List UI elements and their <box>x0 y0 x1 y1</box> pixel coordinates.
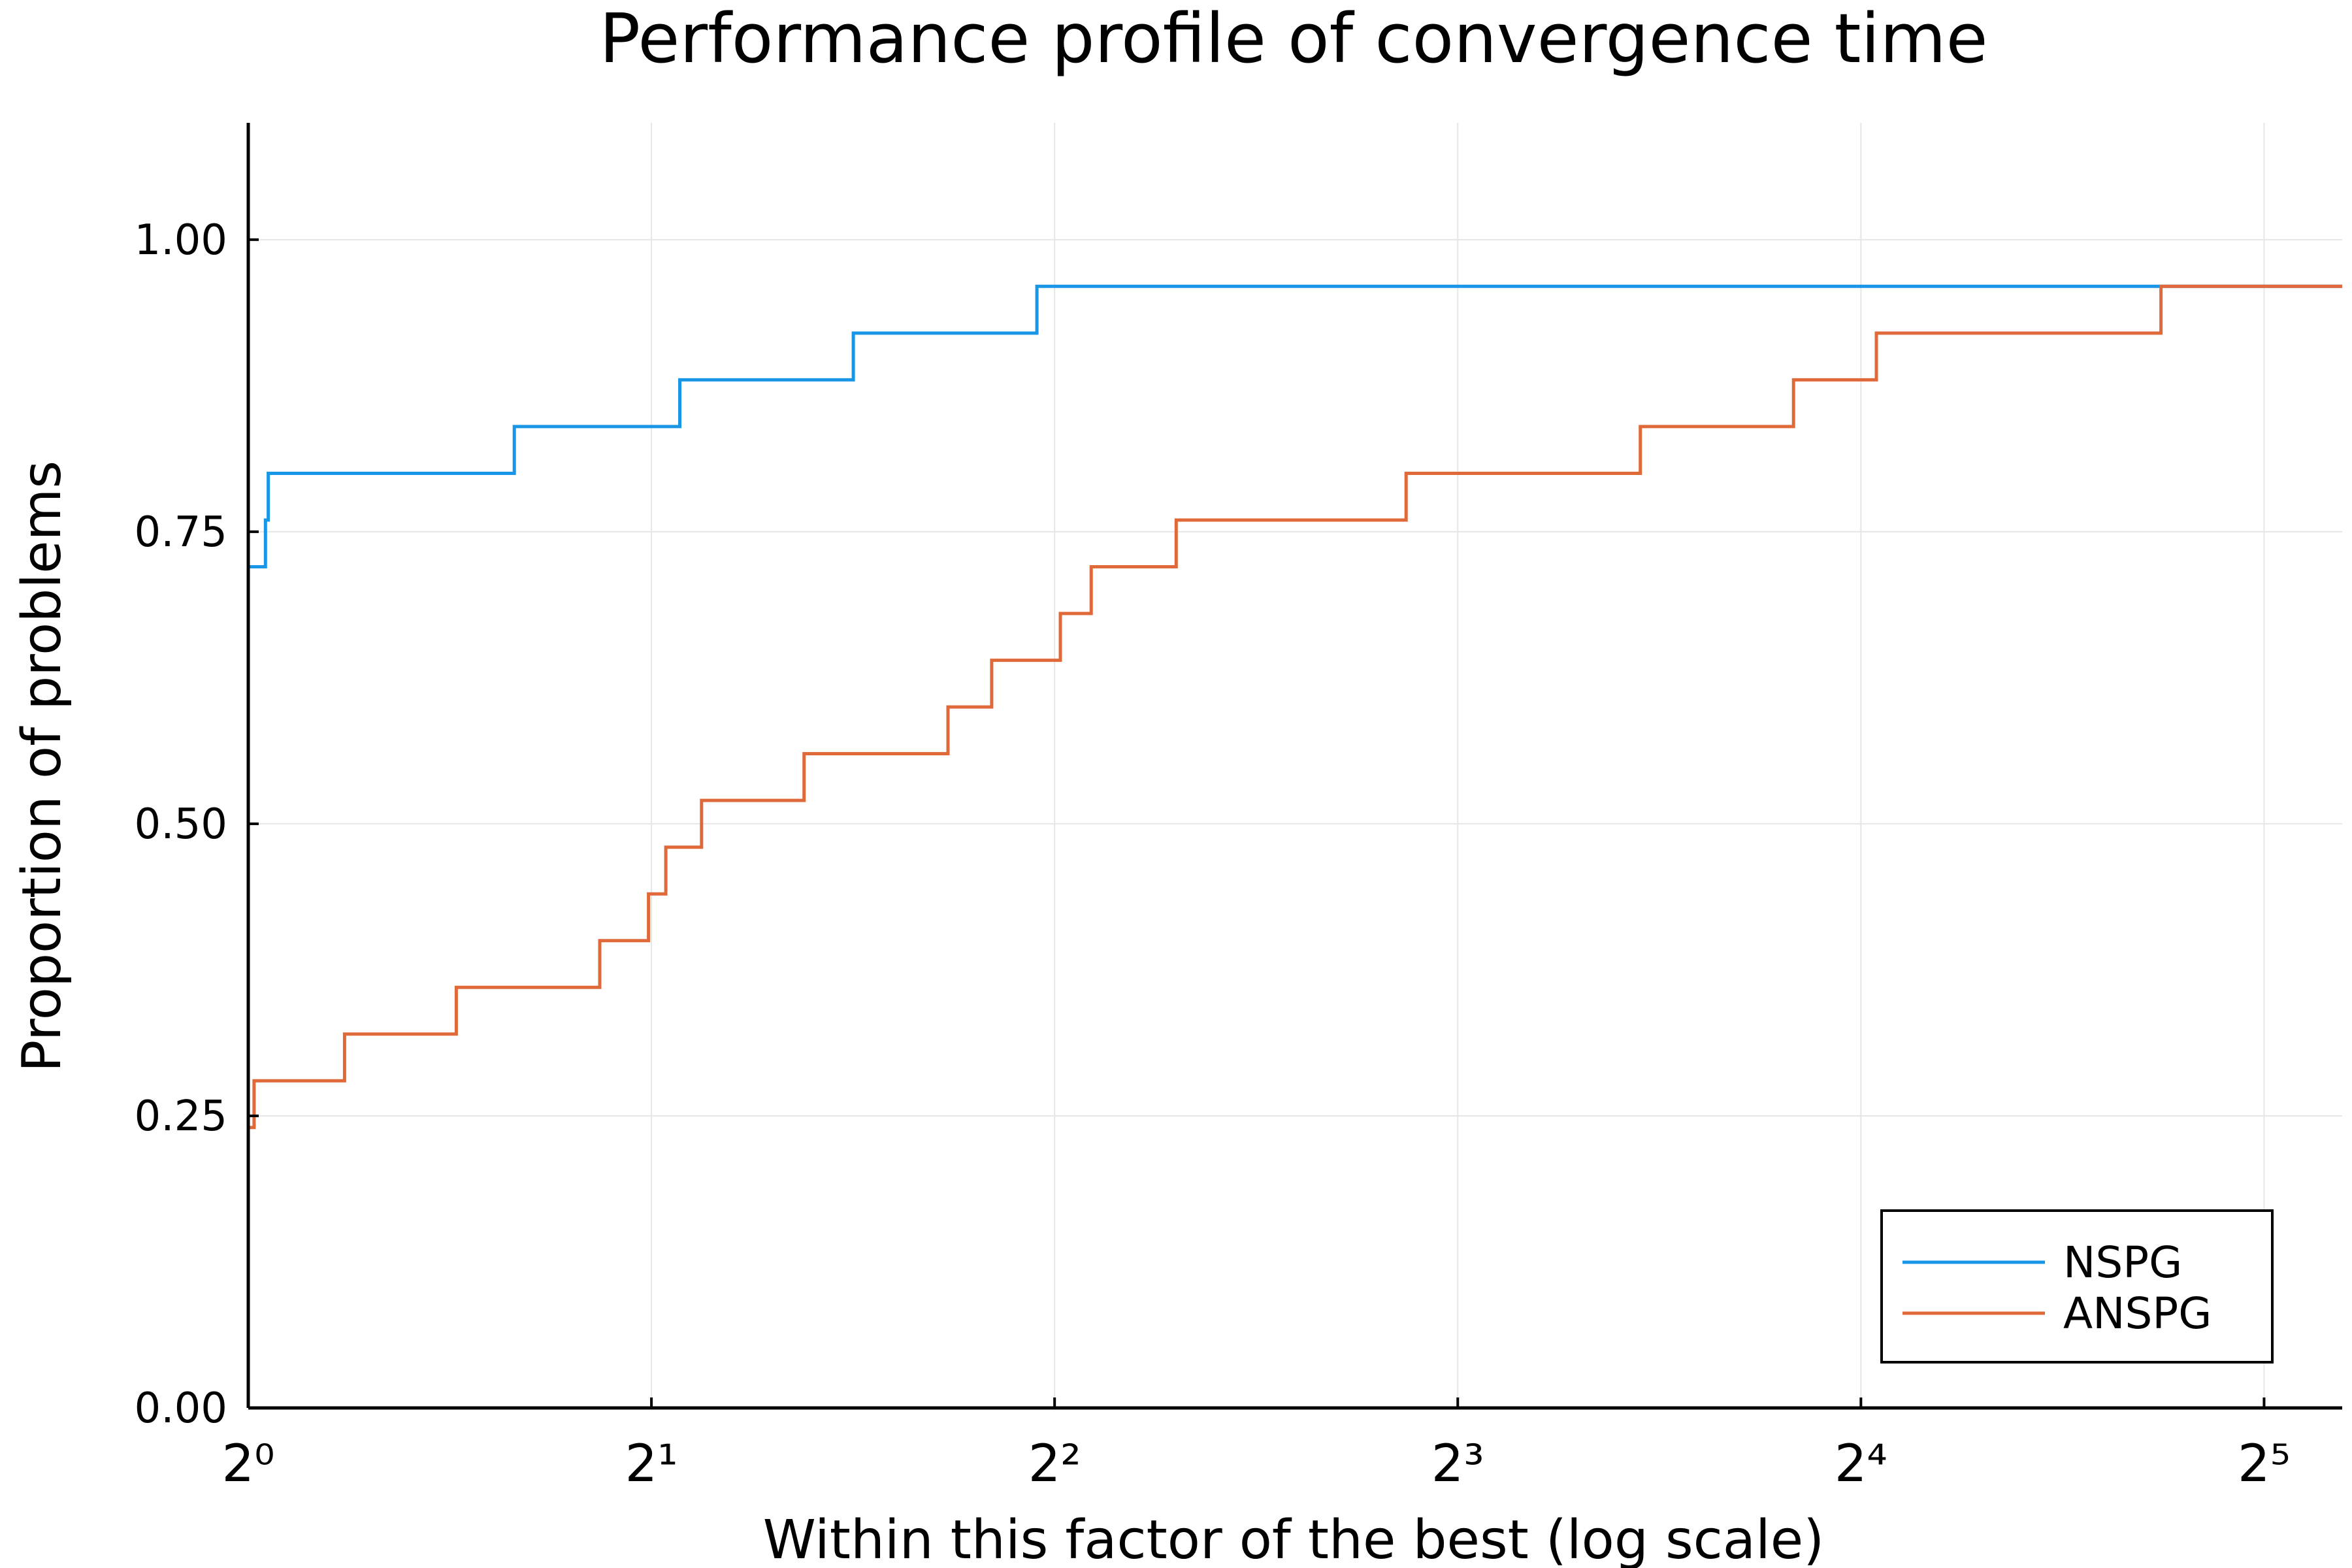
legend: NSPG ANSPG <box>1880 1209 2274 1364</box>
x-tick-label-1: 2¹ <box>625 1435 678 1494</box>
y-tick-label-2: 0.50 <box>135 800 228 849</box>
series-line-nspg <box>248 284 2342 568</box>
x-tick-label-3: 2³ <box>1431 1435 1484 1494</box>
y-tick-label-4: 1.00 <box>135 216 228 265</box>
series-layer <box>248 284 2342 1130</box>
axes <box>246 123 2342 1410</box>
y-tick-label-0: 0.00 <box>135 1384 228 1433</box>
series-line-anspg <box>248 284 2342 1130</box>
x-tick-label-2: 2² <box>1028 1435 1081 1494</box>
legend-label-anspg: ANSPG <box>2063 1288 2212 1339</box>
y-tick-label-1: 0.25 <box>135 1092 228 1141</box>
x-tick-label-0: 2⁰ <box>222 1435 275 1494</box>
legend-label-nspg: NSPG <box>2063 1237 2182 1288</box>
x-axis-label: Within this factor of the best (log scal… <box>763 1509 1825 1568</box>
legend-box <box>1880 1209 2274 1364</box>
y-axis-label: Proportion of problems <box>11 461 73 1072</box>
tick-labels: 2⁰ 2¹ 2² 2³ 2⁴ 2⁵ 0.00 0.25 0.50 0.75 1.00 <box>135 216 2291 1494</box>
y-tick-label-3: 0.75 <box>135 508 228 557</box>
x-tick-label-5: 2⁵ <box>2238 1435 2291 1494</box>
chart-title: Performance profile of convergence time <box>599 0 1987 78</box>
x-tick-label-4: 2⁴ <box>1835 1435 1887 1494</box>
